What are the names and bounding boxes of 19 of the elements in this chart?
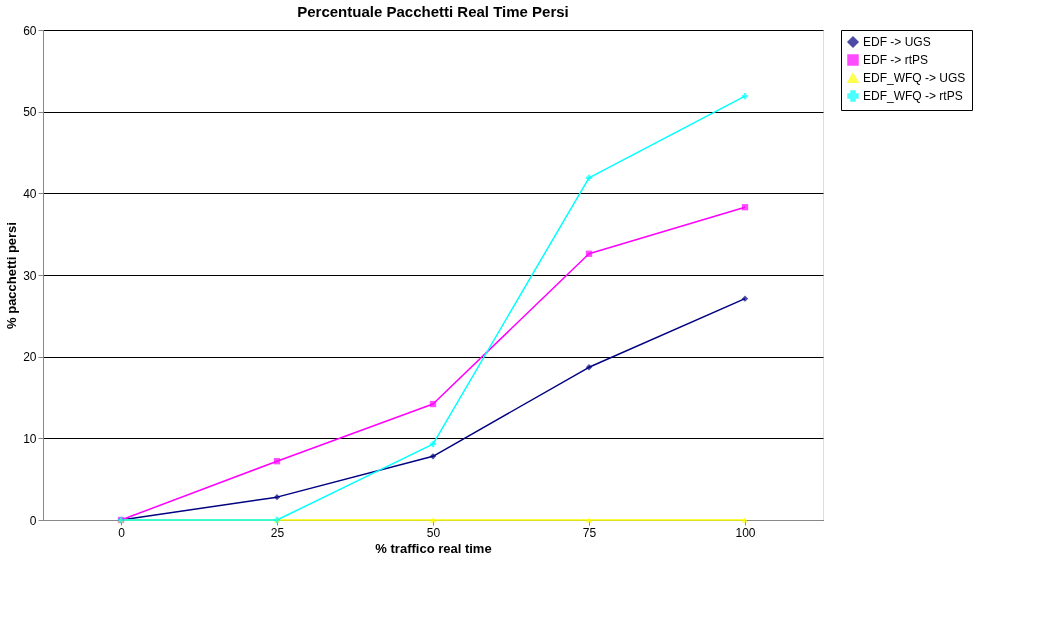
y-axis-title: % pacchetti persi (4, 222, 20, 329)
legend-label: EDF_WFQ -> rtPS (863, 89, 963, 103)
y-tick-label: 20 (23, 350, 37, 365)
y-tick-label: 30 (23, 268, 37, 283)
x-tick-label: 100 (735, 525, 756, 540)
y-tick-label: 0 (29, 513, 37, 528)
legend-label: EDF -> rtPS (863, 53, 929, 67)
x-tick-label: 25 (270, 525, 285, 540)
legend-label: EDF -> UGS (863, 35, 931, 49)
y-tick-label: 50 (23, 105, 37, 120)
y-tick-label: 10 (23, 431, 37, 446)
legend-label: EDF_WFQ -> UGS (863, 71, 966, 85)
y-tick-label: 40 (23, 186, 37, 201)
x-tick-label: 0 (118, 525, 126, 540)
x-tick-label: 75 (582, 525, 597, 540)
x-tick-label: 50 (426, 525, 441, 540)
chart-title: Percentuale Pacchetti Real Time Persi (297, 3, 569, 20)
y-tick-label: 60 (23, 23, 37, 38)
x-axis-title: % traffico real time (375, 540, 492, 556)
